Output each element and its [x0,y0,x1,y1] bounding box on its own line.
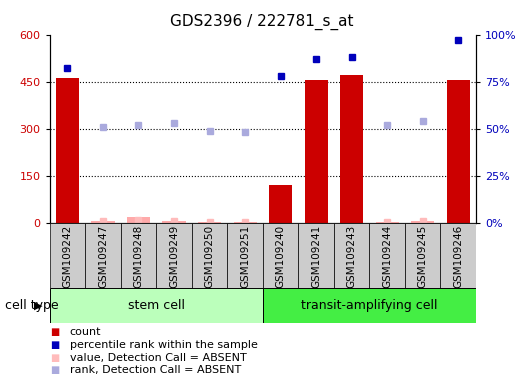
Text: GSM109243: GSM109243 [347,225,357,288]
Text: percentile rank within the sample: percentile rank within the sample [70,340,257,350]
Bar [233,222,257,223]
Bar [405,223,440,288]
Text: cell type: cell type [5,299,59,312]
Text: GSM109247: GSM109247 [98,225,108,288]
Bar [376,222,399,223]
Text: count: count [70,327,101,337]
Text: ■: ■ [50,365,59,375]
Bar [121,223,156,288]
Bar [50,288,263,323]
Bar [127,217,150,223]
Text: ■: ■ [50,340,59,350]
Bar [304,80,327,223]
Bar [298,223,334,288]
Text: ■: ■ [50,327,59,337]
Text: GSM109244: GSM109244 [382,225,392,288]
Bar [263,223,298,288]
Bar [92,222,115,223]
Bar [56,78,79,223]
Text: GSM109240: GSM109240 [276,225,286,288]
Bar [369,223,405,288]
Text: transit-amplifying cell: transit-amplifying cell [301,299,438,312]
Bar [447,80,470,223]
Bar [334,223,369,288]
Text: GDS2396 / 222781_s_at: GDS2396 / 222781_s_at [170,13,353,30]
Text: GSM109250: GSM109250 [204,225,214,288]
Text: GSM109251: GSM109251 [240,225,250,288]
Bar [411,221,434,223]
Text: GSM109242: GSM109242 [62,225,73,288]
Bar [198,222,221,223]
Bar [440,223,476,288]
Bar [192,223,228,288]
Text: GSM109248: GSM109248 [133,225,143,288]
Bar [340,75,363,223]
Text: GSM109249: GSM109249 [169,225,179,288]
Bar [263,288,476,323]
Text: rank, Detection Call = ABSENT: rank, Detection Call = ABSENT [70,365,241,375]
Text: ▶: ▶ [35,300,43,310]
Bar [156,223,192,288]
Bar [228,223,263,288]
Bar [85,223,121,288]
Text: GSM109241: GSM109241 [311,225,321,288]
Text: ■: ■ [50,353,59,362]
Text: GSM109246: GSM109246 [453,225,463,288]
Bar [269,185,292,223]
Bar [50,223,85,288]
Text: stem cell: stem cell [128,299,185,312]
Bar [163,220,186,223]
Text: GSM109245: GSM109245 [418,225,428,288]
Text: value, Detection Call = ABSENT: value, Detection Call = ABSENT [70,353,246,362]
